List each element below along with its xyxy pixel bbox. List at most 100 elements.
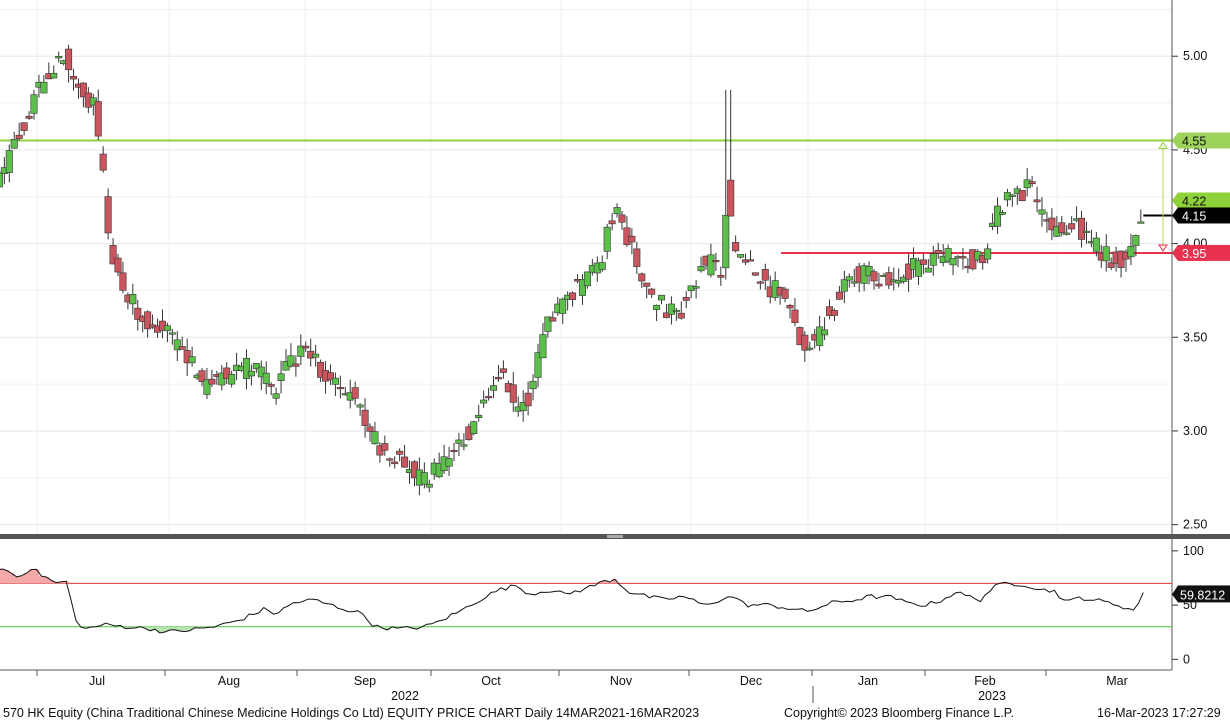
candle-up (460, 444, 468, 447)
target-lower-label: 3.95 (1182, 247, 1206, 261)
candle-up (914, 260, 922, 277)
candle-down (717, 275, 725, 278)
candle-down (870, 271, 878, 282)
candle-up (1008, 194, 1016, 197)
candle-up (598, 262, 606, 270)
candle-down (919, 259, 927, 265)
candle-up (129, 294, 137, 305)
candle-down (608, 220, 616, 225)
candle-down (781, 288, 789, 299)
target-lower-label-bg (1178, 244, 1230, 261)
candle-down (499, 368, 507, 373)
candle-down (786, 305, 794, 309)
last-close-label-pointer (1172, 192, 1178, 209)
footer-copyright: Copyright© 2023 Bloomberg Finance L.P. (784, 706, 1014, 720)
last-price-label-pointer (1172, 207, 1178, 224)
target-lower-label-pointer (1172, 244, 1178, 261)
panel-resize-handle (607, 535, 623, 538)
candle-up (529, 380, 537, 390)
candle-down (1058, 222, 1066, 234)
candle-down (381, 443, 389, 451)
candle-down (317, 361, 325, 378)
candle-up (247, 370, 255, 377)
candle-down (662, 312, 670, 318)
candle-down (712, 260, 720, 263)
x-month-label: Feb (974, 674, 996, 688)
footer-description: 570 HK Equity (China Traditional Chinese… (3, 706, 700, 720)
candle-up (816, 326, 824, 346)
candle-down (292, 363, 300, 367)
candle-up (371, 431, 379, 445)
candle-up (0, 172, 3, 188)
x-year-label: 2023 (978, 689, 1006, 703)
candle-down (208, 378, 216, 385)
candle-up (994, 205, 1002, 227)
candle-down (549, 317, 557, 322)
candle-down (1033, 199, 1041, 203)
candle-up (707, 254, 715, 276)
candle-down (934, 249, 942, 254)
candle-down (682, 297, 690, 301)
candle-up (658, 294, 666, 301)
candle-up (583, 271, 591, 287)
candle-down (366, 426, 374, 432)
candle-down (801, 334, 809, 351)
candle-down (15, 134, 23, 139)
price-tick-label: 3.00 (1183, 424, 1207, 438)
candle-up (312, 353, 320, 358)
candle-up (1082, 230, 1090, 233)
candle-down (830, 310, 838, 316)
candle-down (727, 179, 735, 217)
x-month-label: Sep (354, 674, 376, 688)
candle-up (944, 248, 952, 262)
candle-up (490, 385, 498, 391)
candle-up (420, 472, 428, 485)
rsi-last-value-bg (1178, 585, 1230, 603)
candle-up (924, 267, 932, 273)
candle-down (94, 101, 102, 137)
rsi-line (0, 568, 1144, 634)
candle-down (326, 372, 334, 381)
rsi-last-value-label: 59.8212 (1180, 588, 1225, 602)
candle-up (984, 248, 992, 260)
candle-down (751, 272, 759, 276)
candle-down (336, 387, 344, 390)
x-month-label: Oct (481, 674, 501, 688)
candle-up (1127, 246, 1135, 258)
candle-up (40, 81, 48, 94)
candle-down (835, 291, 843, 300)
candle-down (905, 263, 913, 280)
candle-down (746, 259, 754, 262)
candle-up (287, 355, 295, 367)
candle-down (569, 292, 577, 301)
rsi-overbought-fill (0, 568, 1008, 584)
candle-up (188, 356, 196, 364)
x-month-label: Dec (740, 674, 762, 688)
candle-down (79, 82, 87, 98)
price-tick-label: 2.50 (1183, 518, 1207, 532)
candle-up (672, 309, 680, 313)
candle-down (302, 345, 310, 349)
candle-down (628, 235, 636, 243)
range-arrow-down (1158, 244, 1168, 252)
candle-up (578, 279, 586, 296)
candle-up (262, 372, 270, 384)
candle-down (65, 48, 73, 71)
candle-down (1107, 262, 1115, 268)
candle-down (351, 387, 359, 399)
candle-down (114, 257, 122, 273)
candle-down (25, 115, 33, 119)
price-tick-label: 5.00 (1183, 49, 1207, 63)
candle-down (732, 242, 740, 252)
candle-down (524, 392, 532, 407)
candle-down (198, 370, 206, 382)
candle-down (20, 122, 28, 131)
x-month-label: Nov (610, 674, 633, 688)
candle-up (534, 352, 542, 378)
candle-down (1028, 181, 1036, 185)
range-arrow-up (1158, 141, 1168, 150)
x-month-label: Jan (858, 674, 878, 688)
candle-up (603, 226, 611, 252)
candle-up (519, 402, 527, 412)
candle-up (50, 72, 58, 79)
